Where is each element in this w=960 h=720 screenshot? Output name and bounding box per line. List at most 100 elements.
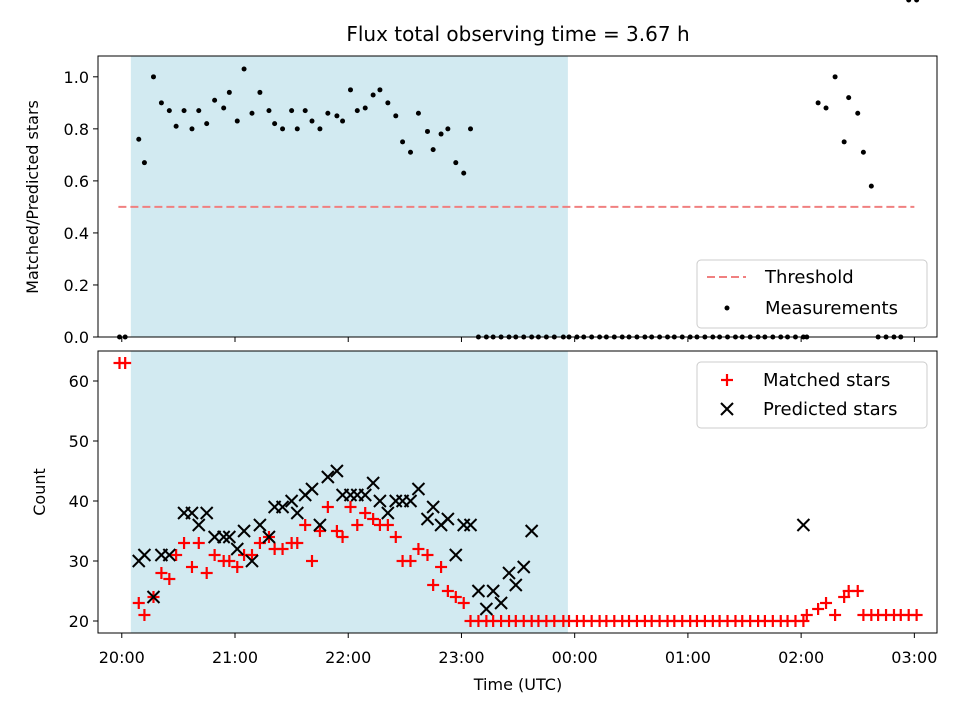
x-tick-label-1: 21:00 [212,648,258,667]
top-y-tick-label-2: 0.4 [64,224,89,243]
bottom-y-tick-label-2: 40 [69,492,89,511]
top-panel-frame [97,55,938,338]
measurement-point [461,170,467,176]
measurement-point [309,118,315,124]
predicted-star-point [330,464,344,478]
chart-title: Flux total observing time = 3.67 h [346,22,689,46]
measurement-point [181,108,187,114]
predicted-star-point [524,524,539,538]
matched-star-point [427,579,440,591]
predicted-stars-legend-label: Predicted stars [763,399,897,420]
predicted-star-point [411,482,426,496]
top-legend-box [696,259,928,329]
matched-star-point [223,555,236,567]
predicted-star-point [463,518,478,532]
measurement-point [860,149,866,155]
measurement-point [325,110,331,116]
x-tick-label-4: 00:00 [552,648,598,667]
x-axis-label: Time (UTC) [473,675,562,694]
matched-star-point [421,549,434,561]
matched-star-point [449,591,462,603]
threshold-legend-label: Threshold [764,267,854,288]
measurement-point [158,100,164,106]
bottom-panel-frame [97,350,938,634]
measurement-point [841,139,847,145]
matched-star-point [851,585,864,597]
measurement-point [189,126,195,132]
measurement-point [354,108,360,114]
predicted-star-point [146,590,161,604]
predicted-star-point [192,518,206,532]
bottom-panel-y-axis-label: Count [30,468,49,516]
matched-star-point [208,549,221,561]
matched-star-point [812,603,825,615]
bottom-legend: Matched stars Predicted stars [696,361,928,429]
x-tick-label-2: 22:00 [325,648,371,667]
predicted-star-point [253,518,267,532]
matched-star-point [119,357,132,369]
measurement-point [400,139,406,145]
predicted-star-point [222,530,237,544]
matched-star-point [132,597,145,609]
matched-star-point [359,507,372,519]
bottom-y-tick-label-4: 60 [69,372,89,391]
measurement-point [340,118,346,124]
predicted-star-point [509,578,523,592]
measurement-point [257,89,263,95]
matched-star-point [192,537,205,549]
matched-star-point [138,609,151,621]
predicted-star-point [284,494,299,508]
predicted-star-point [486,584,500,598]
measurement-point [317,126,323,132]
matched-star-point [435,561,448,573]
measurement-point [294,126,300,132]
matched-star-point [441,585,454,597]
measurement-point [173,123,179,129]
top-y-tick-label-0: 0.0 [64,328,89,347]
bottom-y-tick-label-0: 20 [69,612,89,631]
measurement-point [815,100,821,106]
matched-star-point [404,555,417,567]
predicted-star-point [137,548,152,562]
matched-star-point [305,555,318,567]
measurement-point [249,110,255,116]
bottom-panel-y-ticks: 20 30 40 50 60 [69,372,98,631]
predicted-star-point [321,470,335,484]
matched-star-point [389,531,402,543]
matched-star-point [170,549,183,561]
measurement-point [226,89,232,95]
matched-star-point [163,573,176,585]
measurement-point [196,108,202,114]
predicted-star-point [426,500,440,514]
matched-star-point [344,501,357,513]
predicted-star-point [199,506,214,520]
measurement-point [855,110,861,116]
measurement-point [453,160,459,166]
predicted-star-point [494,596,508,610]
measurement-point [212,97,218,103]
measurement-point [241,66,247,72]
measurement-point [289,108,295,114]
predicted-star-point [185,506,199,520]
measurement-point [430,147,436,153]
x-tick-label-0: 20:00 [99,648,145,667]
bottom-legend-box [696,361,928,429]
predicted-star-point [381,506,395,520]
predicted-star-point [420,512,435,526]
measurement-point [347,87,353,93]
predicted-star-point [275,500,290,514]
predicted-star-point [366,476,380,490]
measurement-point [166,108,172,114]
measurement-point [136,136,142,142]
matched-stars-legend-label: Matched stars [763,370,890,391]
measurements-legend-label: Measurements [765,298,898,319]
measurement-point [914,0,920,3]
measurement-point [868,183,874,189]
matched-star-point [351,519,364,531]
measurement-point [468,126,474,132]
matched-stars-legend-symbol [721,374,733,386]
matched-star-point [367,513,380,525]
top-panel-y-axis-label: Matched/Predicted stars [23,100,42,294]
measurement-point [415,110,421,116]
measurement-point [362,105,368,111]
